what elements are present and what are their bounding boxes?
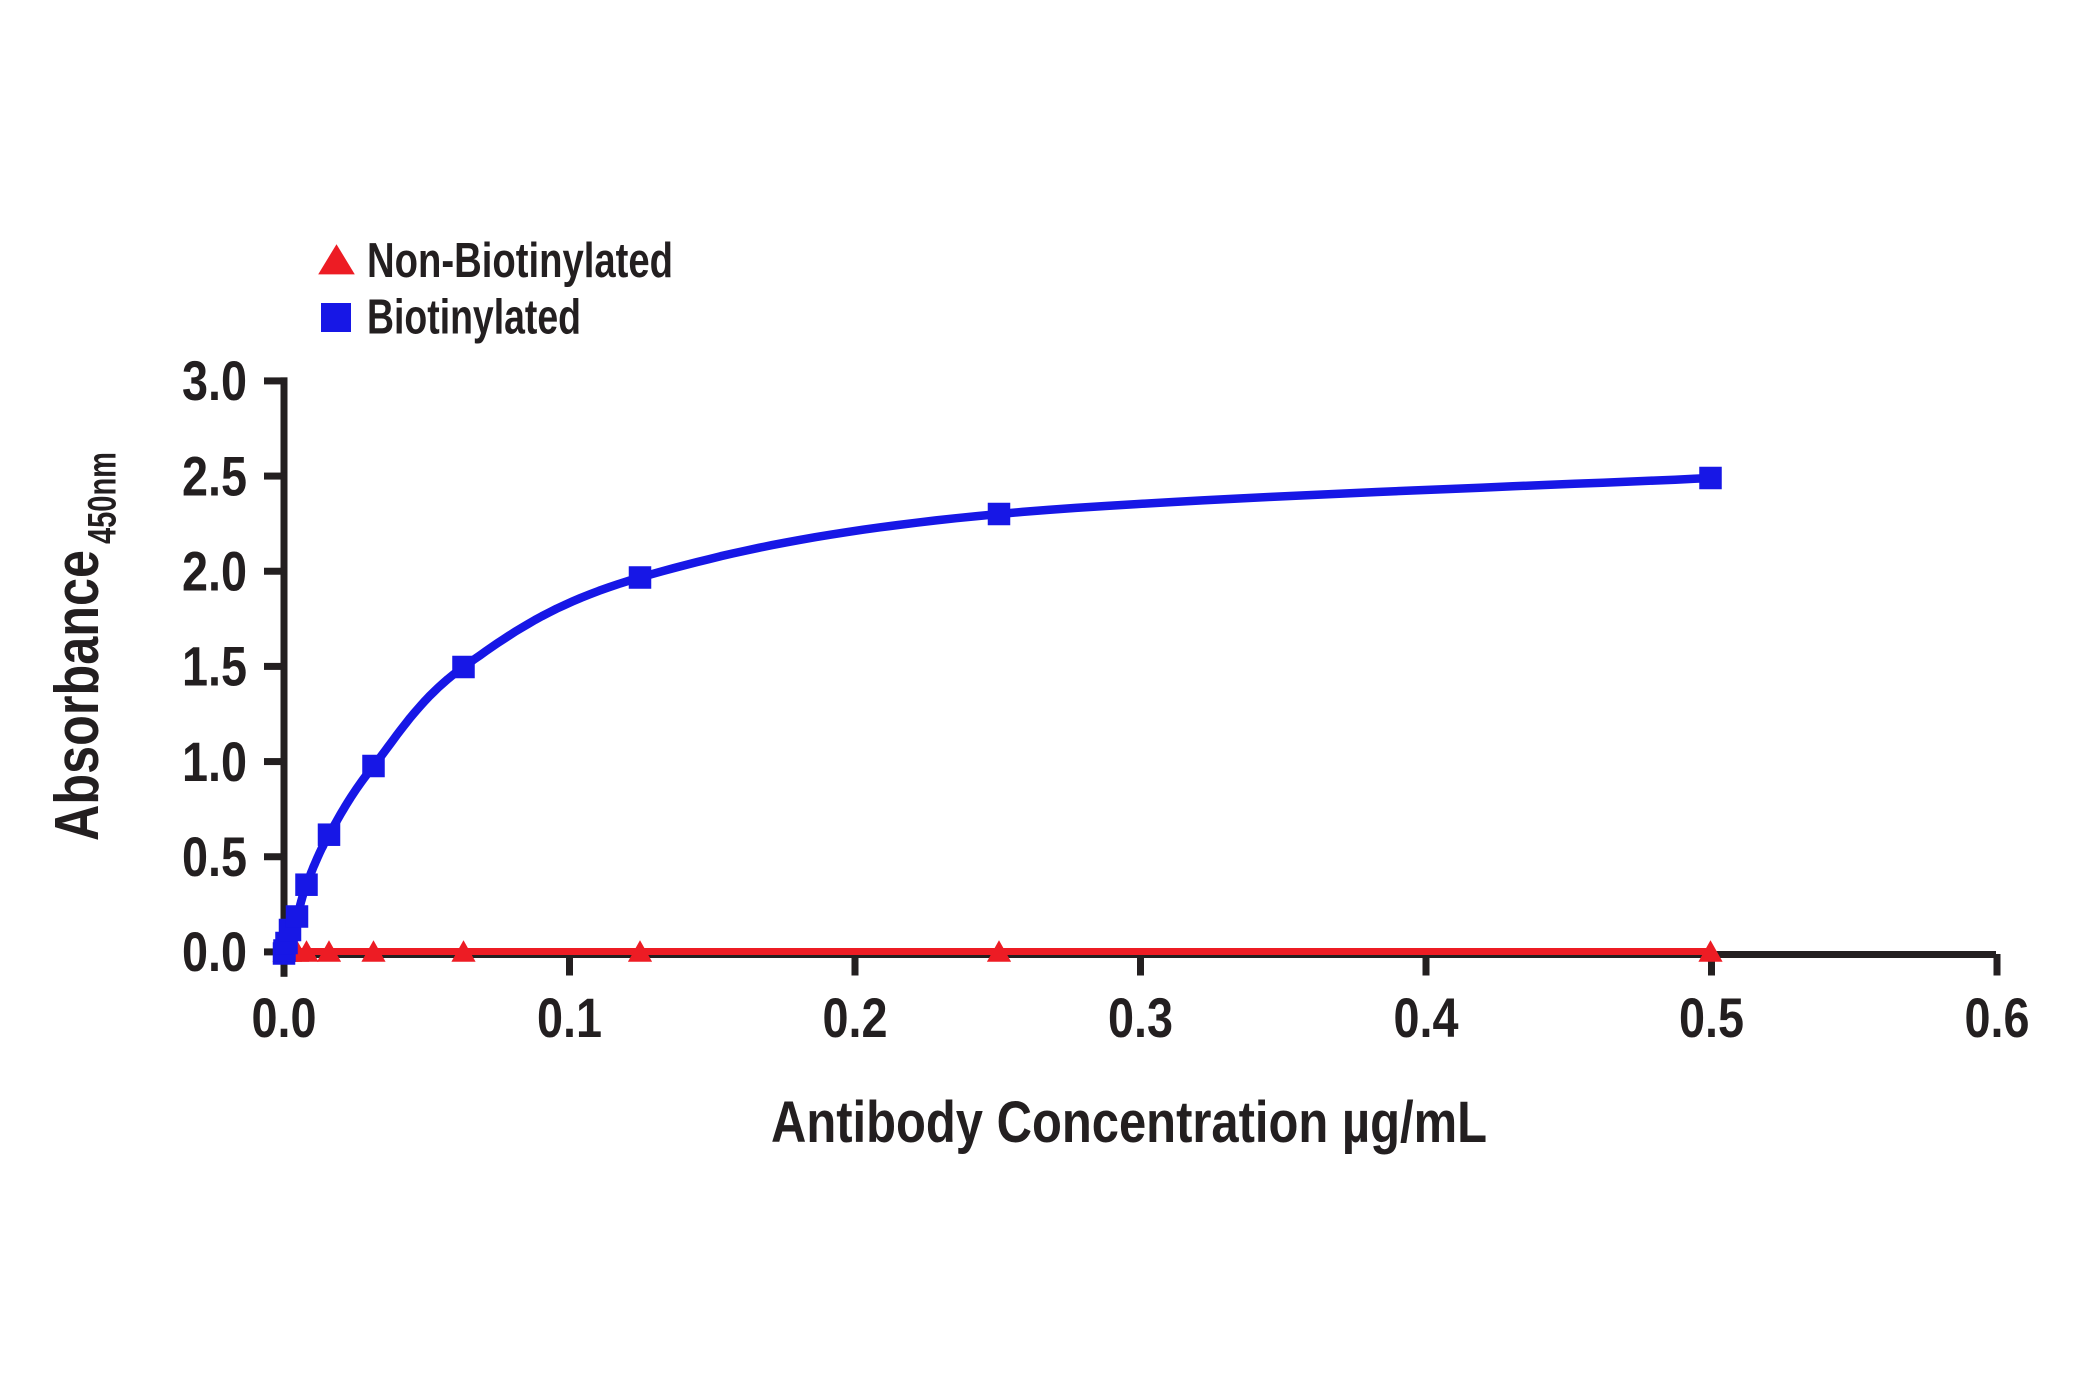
svg-text:Antibody Concentration µg/mL: Antibody Concentration µg/mL <box>771 1090 1487 1155</box>
svg-text:Biotinylated: Biotinylated <box>367 291 581 345</box>
svg-text:0.0: 0.0 <box>182 920 247 983</box>
svg-text:Non-Biotinylated: Non-Biotinylated <box>367 234 673 288</box>
svg-text:450nm: 450nm <box>81 452 125 544</box>
svg-text:1.5: 1.5 <box>182 635 247 698</box>
svg-text:0.3: 0.3 <box>1108 986 1173 1049</box>
svg-text:Absorbance: Absorbance <box>43 550 112 841</box>
svg-text:0.6: 0.6 <box>1965 986 2030 1049</box>
svg-text:2.0: 2.0 <box>182 540 247 603</box>
svg-text:0.2: 0.2 <box>823 986 888 1049</box>
svg-text:0.5: 0.5 <box>1679 986 1744 1049</box>
svg-text:3.0: 3.0 <box>182 349 247 412</box>
svg-text:0.4: 0.4 <box>1394 986 1459 1049</box>
svg-text:1.0: 1.0 <box>182 730 247 793</box>
svg-text:0.0: 0.0 <box>252 986 317 1049</box>
svg-text:0.1: 0.1 <box>537 986 602 1049</box>
svg-text:2.5: 2.5 <box>182 444 247 507</box>
svg-text:0.5: 0.5 <box>182 825 247 888</box>
